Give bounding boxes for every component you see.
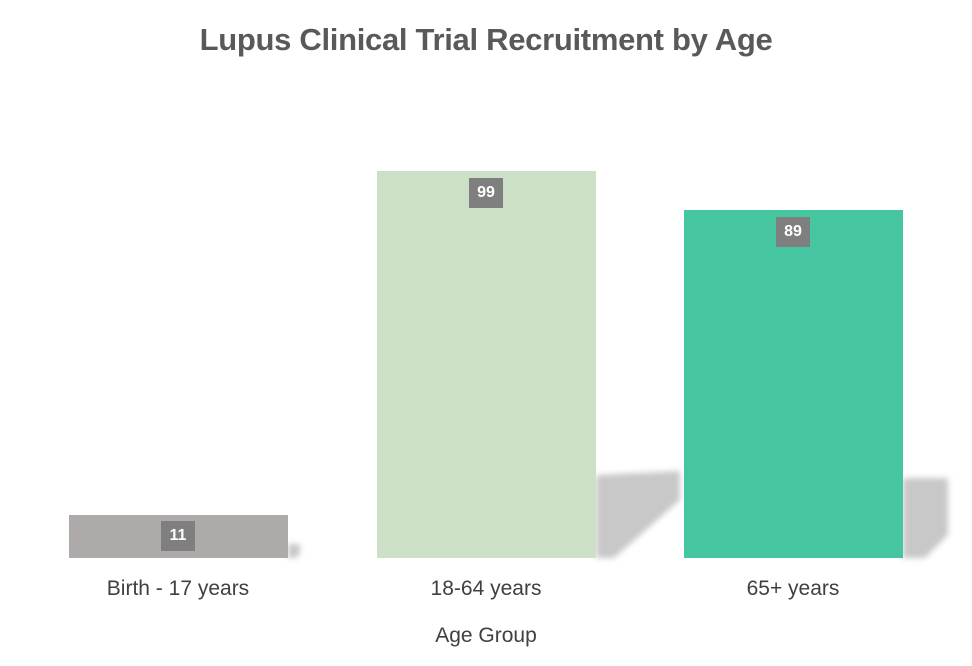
category-label-65-plus: 65+ years xyxy=(746,577,840,600)
category-label-18-64: 18-64 years xyxy=(430,577,542,600)
category-label-birth-17: Birth - 17 years xyxy=(106,577,250,600)
data-label-65-plus: 89 xyxy=(776,217,810,247)
bar-18-64[interactable] xyxy=(377,171,596,558)
chart-title: Lupus Clinical Trial Recruitment by Age xyxy=(199,22,773,57)
data-label-18-64: 99 xyxy=(469,178,503,208)
bar-65-plus[interactable] xyxy=(684,210,903,558)
data-label-birth-17: 11 xyxy=(161,521,195,551)
x-axis-title: Age Group xyxy=(435,624,537,647)
